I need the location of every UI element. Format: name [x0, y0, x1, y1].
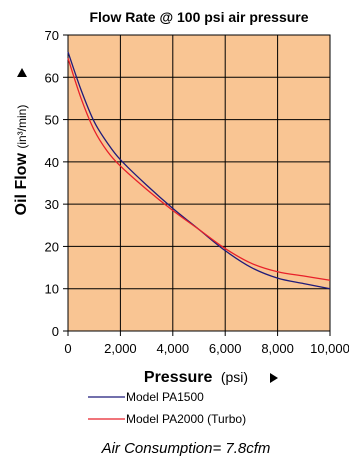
y-tick-label: 10 [45, 282, 59, 297]
x-axis-ticks: 0 2,000 4,000 6,000 8,000 10,000 [64, 331, 349, 356]
air-consumption-note: Air Consumption= 7.8cfm [101, 440, 271, 457]
legend-label-pa2000: Model PA2000 (Turbo) [126, 412, 246, 426]
y-tick-label: 60 [45, 70, 59, 85]
x-axis-unit: (psi) [221, 369, 248, 385]
y-axis-unit: (in³/min) [15, 105, 29, 149]
y-tick-label: 30 [45, 197, 59, 212]
y-axis-arrow-icon [17, 68, 27, 77]
x-tick-label: 10,000 [310, 341, 349, 356]
y-axis-title: Oil Flow (in³/min) [13, 105, 30, 216]
y-tick-label: 50 [45, 113, 59, 128]
x-tick-label: 4,000 [157, 341, 190, 356]
x-axis-arrow-icon [270, 373, 278, 383]
x-tick-label: 2,000 [104, 341, 137, 356]
y-tick-label: 20 [45, 239, 59, 254]
series-line-pa2000 [67, 58, 331, 281]
series-line-pa1500 [67, 51, 331, 290]
y-axis-ticks: 0 10 20 30 40 50 60 70 [45, 28, 68, 339]
grid-lines [68, 35, 330, 331]
chart-title: Flow Rate @ 100 psi air pressure [89, 9, 308, 25]
plot-area [67, 34, 331, 332]
y-tick-label: 70 [45, 28, 59, 43]
legend-label-pa1500: Model PA1500 [126, 390, 204, 404]
x-tick-label: 0 [64, 341, 71, 356]
y-tick-label: 0 [52, 324, 59, 339]
y-axis-label: Oil Flow [13, 153, 30, 216]
x-tick-label: 6,000 [209, 341, 242, 356]
series-lines [67, 51, 331, 290]
x-axis-title: Pressure (psi) [144, 369, 248, 386]
x-tick-label: 8,000 [261, 341, 294, 356]
legend: Model PA1500 Model PA2000 (Turbo) [88, 390, 246, 426]
x-axis-label: Pressure [144, 369, 213, 386]
y-tick-label: 40 [45, 155, 59, 170]
